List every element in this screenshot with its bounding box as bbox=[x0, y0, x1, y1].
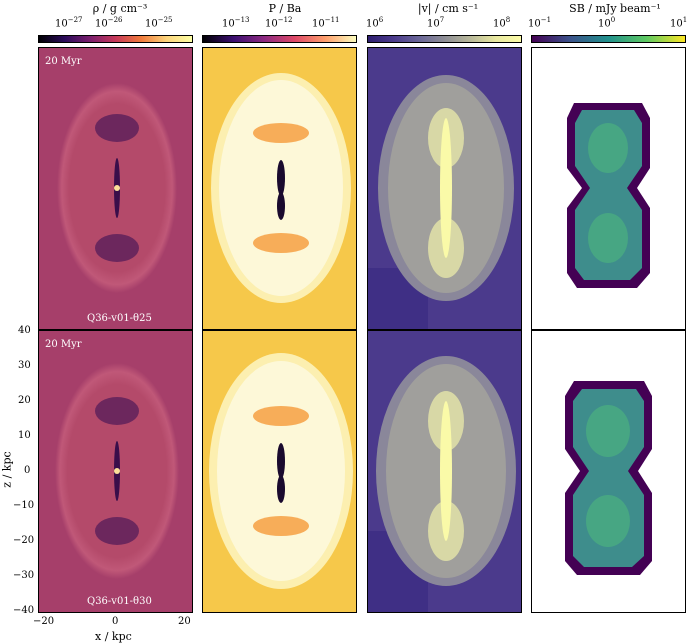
y-tick-label: −30 bbox=[13, 570, 35, 581]
x-axis-title: x / kpc bbox=[95, 630, 132, 643]
pressure-image-row2 bbox=[209, 353, 353, 589]
colorbar-velocity-gradient bbox=[367, 35, 522, 43]
time-label: 20 Myr bbox=[45, 339, 82, 350]
x-tick-label: 0 bbox=[112, 616, 119, 627]
panel-velocity-row2 bbox=[367, 330, 522, 613]
tick-pressure-1: 10−13 bbox=[222, 16, 250, 30]
density-image-row1 bbox=[57, 83, 177, 293]
colorbar-density-gradient bbox=[38, 35, 193, 43]
tick-sb-3: 101 bbox=[670, 16, 688, 30]
panel-pressure-row1 bbox=[202, 47, 357, 330]
tick-velocity-1: 106 bbox=[366, 16, 384, 30]
model-label: Q36-v01-θ25 bbox=[87, 313, 152, 324]
time-label: 20 Myr bbox=[45, 56, 82, 67]
model-label: Q36-v01-θ30 bbox=[87, 596, 152, 607]
colorbar-label-pressure: P / Ba bbox=[268, 2, 302, 15]
y-tick-label: 20 bbox=[18, 395, 31, 406]
y-axis-title: z / kpc bbox=[0, 451, 14, 488]
panel-sb-row1 bbox=[531, 47, 686, 330]
pressure-image-row1 bbox=[211, 73, 351, 303]
colorbar-label-density: ρ / g cm⁻³ bbox=[92, 2, 148, 15]
colorbar-label-velocity: |v| / cm s⁻¹ bbox=[417, 2, 479, 15]
y-tick-label: 0 bbox=[24, 465, 31, 476]
tick-pressure-2: 10−12 bbox=[265, 16, 293, 30]
velocity-image-row1 bbox=[368, 75, 514, 329]
y-tick-label: −10 bbox=[13, 500, 35, 511]
colorbar-pressure-gradient bbox=[202, 35, 357, 43]
tick-density-2: 10−26 bbox=[95, 16, 123, 30]
panel-pressure-row2 bbox=[202, 330, 357, 613]
panel-density-row1: 20 Myr Q36-v01-θ25 bbox=[38, 47, 193, 330]
panel-velocity-row1 bbox=[367, 47, 522, 330]
y-tick-label: 10 bbox=[18, 430, 31, 441]
sb-image-row2 bbox=[565, 381, 652, 575]
tick-density-3: 10−25 bbox=[145, 16, 173, 30]
y-tick-label: −20 bbox=[13, 535, 35, 546]
y-tick-label: −40 bbox=[13, 605, 35, 616]
panel-density-row2: 20 Myr Q36-v01-θ30 bbox=[38, 330, 193, 613]
velocity-image-row2 bbox=[368, 356, 516, 612]
tick-sb-2: 100 bbox=[598, 16, 616, 30]
tick-velocity-2: 107 bbox=[427, 16, 445, 30]
x-tick-label: −20 bbox=[33, 616, 55, 627]
colorbar-label-sb: SB / mJy beam⁻¹ bbox=[569, 2, 661, 15]
tick-density-1: 10−27 bbox=[55, 16, 83, 30]
colorbar-sb-gradient bbox=[531, 35, 686, 43]
tick-sb-1: 10−1 bbox=[528, 16, 552, 30]
y-tick-label: 30 bbox=[18, 360, 31, 371]
tick-pressure-3: 10−11 bbox=[312, 16, 340, 30]
y-tick-label: 40 bbox=[18, 325, 31, 336]
x-tick-label: 20 bbox=[178, 616, 191, 627]
density-image-row2 bbox=[55, 363, 179, 579]
panel-sb-row2 bbox=[531, 330, 686, 613]
tick-velocity-3: 108 bbox=[493, 16, 511, 30]
sb-image-row1 bbox=[567, 103, 650, 288]
